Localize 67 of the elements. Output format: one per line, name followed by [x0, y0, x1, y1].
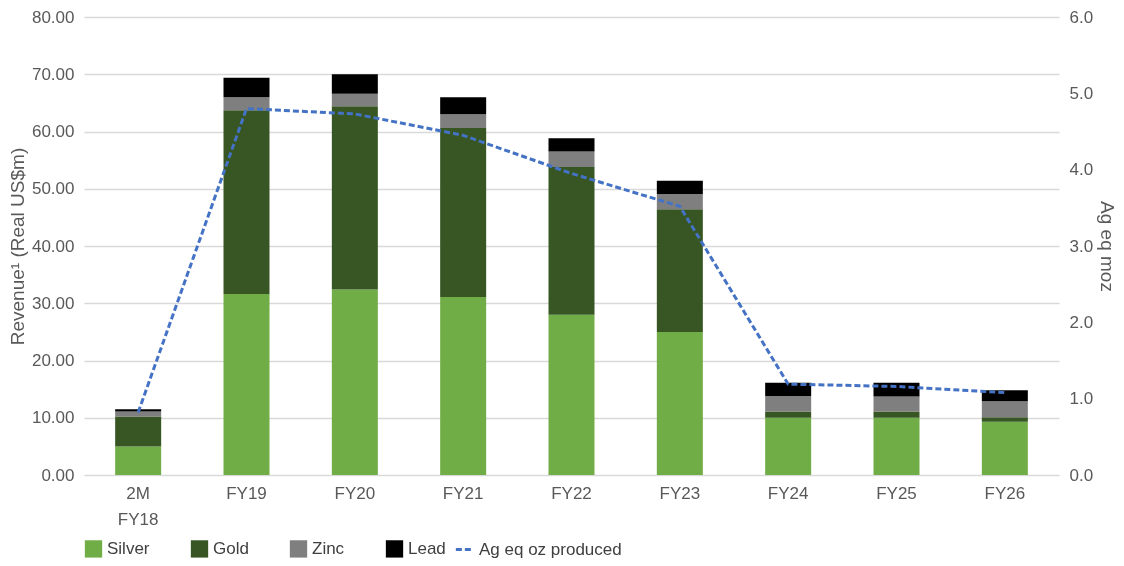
bar — [115, 446, 162, 475]
x-tick-label: FY26 — [984, 483, 1026, 503]
y-tick-label: 60.00 — [31, 122, 75, 141]
y-tick-label: 0.00 — [41, 465, 75, 485]
legend-label: Ag eq oz produced — [479, 539, 622, 559]
y2-tick-label: 3.0 — [1069, 236, 1094, 256]
bar — [981, 421, 1028, 475]
bar — [223, 294, 270, 475]
bar — [548, 138, 595, 152]
bar — [765, 417, 812, 475]
bar — [440, 114, 487, 129]
y-tick-label: 10.00 — [31, 408, 75, 428]
y2-tick-label: 6.0 — [1069, 7, 1094, 27]
bar — [548, 167, 595, 315]
x-tick-label: FY24 — [767, 483, 809, 503]
y2-tick-label: 0.0 — [1069, 465, 1094, 485]
legend-label: Lead — [408, 538, 446, 558]
bar — [223, 97, 270, 111]
bar — [115, 411, 162, 417]
y-axis-title: Revenue¹ (Real US$m) — [6, 147, 28, 346]
legend-label: Silver — [107, 538, 150, 558]
y-tick-label: 50.00 — [31, 179, 75, 199]
bar — [873, 396, 920, 412]
x-tick-label: FY21 — [442, 483, 484, 503]
bar — [656, 193, 703, 210]
bar — [331, 93, 378, 107]
x-tick-label: FY22 — [551, 483, 592, 503]
bar — [223, 110, 270, 295]
bar — [981, 401, 1028, 418]
line-series — [136, 107, 1007, 414]
x-tick-label: FY20 — [334, 483, 376, 503]
bar — [115, 416, 162, 447]
bar — [331, 106, 378, 290]
bar — [765, 396, 812, 412]
bar — [765, 411, 812, 418]
legend-label: Gold — [213, 538, 249, 558]
y2-axis-title: Ag eq moz — [1097, 201, 1119, 292]
bar — [873, 417, 920, 475]
y2-tick-label: 1.0 — [1069, 389, 1094, 409]
y-tick-label: 30.00 — [31, 293, 75, 313]
bar — [223, 77, 270, 98]
bar — [873, 411, 920, 418]
bar — [548, 151, 595, 167]
x-tick-label: 2M FY18 — [117, 483, 159, 529]
x-tick-label: FY25 — [876, 483, 917, 503]
bar — [656, 331, 703, 475]
x-tick-label: FY19 — [226, 483, 267, 503]
bar — [656, 209, 703, 332]
y2-tick-label: 2.0 — [1069, 312, 1094, 332]
bar — [765, 382, 812, 396]
bar — [981, 417, 1028, 422]
bar — [981, 390, 1028, 402]
y-tick-label: 70.00 — [31, 64, 75, 84]
bar — [440, 128, 487, 297]
y2-tick-label: 4.0 — [1069, 160, 1094, 180]
y2-tick-label: 5.0 — [1069, 83, 1094, 103]
bar — [440, 296, 487, 475]
bar — [656, 180, 703, 194]
x-tick-label: FY23 — [659, 483, 701, 503]
bar — [440, 97, 487, 115]
bar — [331, 74, 378, 94]
y-tick-label: 20.00 — [31, 351, 75, 370]
bar — [331, 289, 378, 475]
legend-label: Zinc — [312, 538, 345, 558]
bar — [548, 314, 595, 475]
y-tick-label: 40.00 — [31, 236, 75, 256]
y-tick-label: 80.00 — [31, 7, 75, 27]
